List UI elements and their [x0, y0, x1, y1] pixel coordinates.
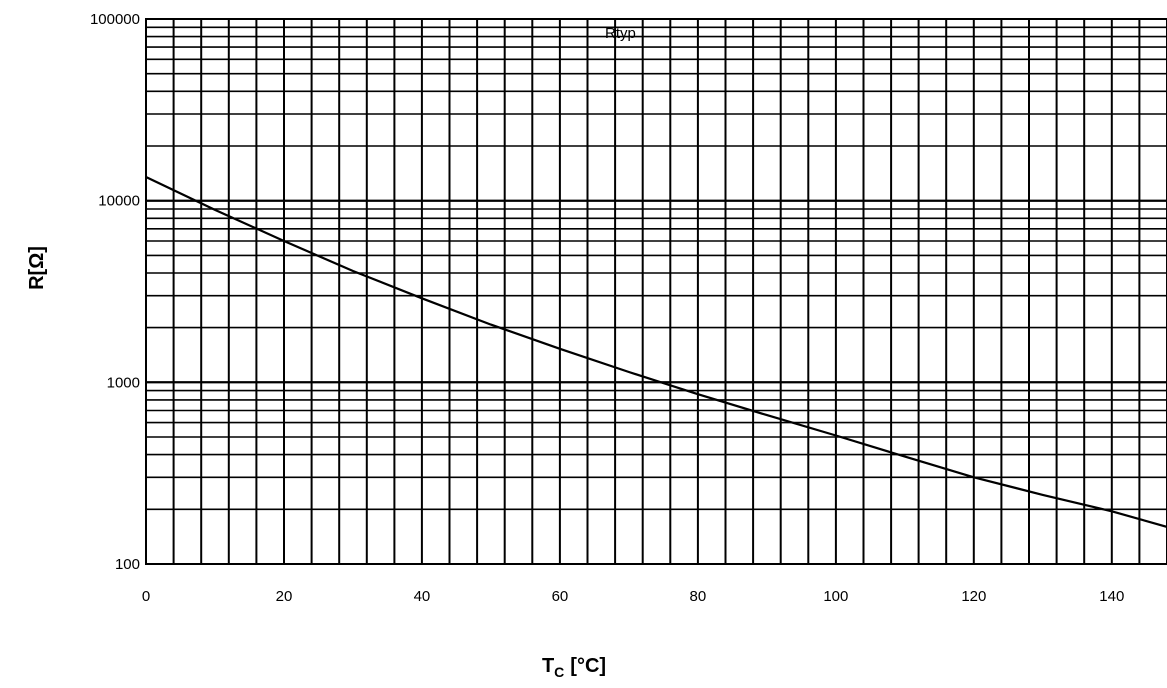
- y-tick-label: 100: [115, 556, 140, 573]
- x-tick-label: 120: [961, 588, 986, 605]
- series-layer: [145, 176, 1167, 528]
- legend-entry-rtyp: Rtyp: [605, 25, 636, 42]
- x-tick-label: 40: [414, 588, 431, 605]
- x-axis-tick-labels: 0 20 40 60 80 100 120 140: [142, 588, 1124, 605]
- y-tick-label: 1000: [107, 374, 140, 391]
- x-axis-title-main: T: [542, 655, 554, 677]
- x-tick-label: 80: [690, 588, 707, 605]
- plot-area-frame: [145, 18, 1167, 565]
- x-axis-title: TC [°C]: [542, 655, 606, 680]
- y-tick-label: 10000: [98, 193, 140, 210]
- x-tick-label: 100: [823, 588, 848, 605]
- x-tick-label: 140: [1099, 588, 1124, 605]
- y-axis-tick-labels: 100 1000 10000 100000: [90, 11, 140, 573]
- x-tick-label: 20: [276, 588, 293, 605]
- y-tick-label: 100000: [90, 11, 140, 28]
- grid: [146, 19, 1167, 564]
- x-tick-label: 0: [142, 588, 150, 605]
- x-axis-title-unit: [°C]: [570, 655, 606, 677]
- x-axis-title-subscript: C: [554, 664, 564, 680]
- series-line-rtyp: [145, 176, 1167, 528]
- y-axis-title: R[Ω]: [26, 246, 48, 290]
- x-tick-label: 60: [552, 588, 569, 605]
